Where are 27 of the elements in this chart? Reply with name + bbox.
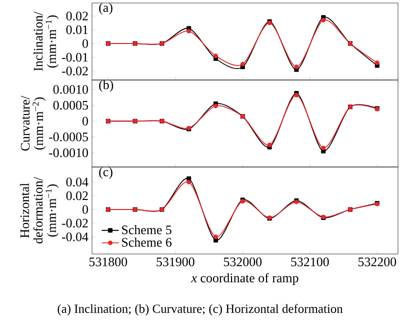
legend-label: Scheme 5 [122, 225, 172, 234]
chart-title: (b) [99, 80, 114, 92]
x-tick-label: 531900 [156, 258, 194, 266]
y-tick-label: 0.01 [66, 25, 88, 34]
chart-title: (a) [99, 2, 112, 15]
x-tick-label: 532100 [291, 258, 329, 266]
y-tick-label: 0.02 [66, 191, 88, 200]
y-tick-label: -0.01 [62, 52, 88, 62]
y-tick-label: -0.0005 [49, 132, 88, 142]
y-tick-label: 0 [82, 205, 88, 214]
x-axis-title: x coordinate of ramp [191, 273, 298, 285]
y-tick-label: -0.0010 [49, 148, 88, 158]
y-tick-label: 0.0005 [53, 100, 88, 110]
y-tick-label: -0.04 [62, 232, 88, 242]
y-tick-label: 0.02 [66, 12, 88, 20]
y-tick-label: 0 [82, 39, 88, 48]
y-tick-label: 0 [82, 116, 88, 126]
y-tick-label: 0.0010 [53, 85, 88, 94]
y-tick-label: 0.04 [66, 178, 88, 186]
y-tick-label: -0.02 [62, 66, 88, 76]
text: (a) Inclination; (b) Curvature; (c) Horizontal deformation [58, 304, 343, 316]
legend-label: Scheme 6 [122, 238, 172, 247]
x-tick-label: 532000 [224, 258, 262, 266]
x-tick-label: 532200 [358, 258, 396, 266]
chart-title: (c) [99, 167, 112, 179]
x-tick-label: 531800 [89, 258, 128, 266]
y-tick-label: -0.02 [62, 218, 88, 228]
